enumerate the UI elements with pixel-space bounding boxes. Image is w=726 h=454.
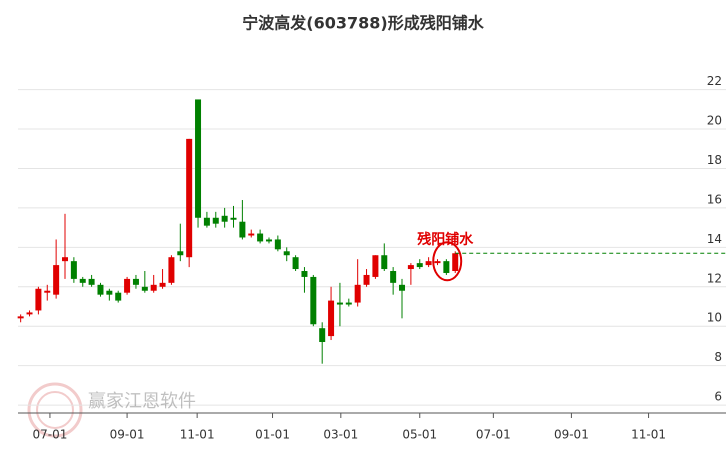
x-tick-label: 11-01 [631, 428, 666, 442]
candle-body [88, 278, 95, 285]
candle-body [292, 257, 299, 270]
candle-body [159, 282, 166, 287]
candle-body [443, 261, 450, 273]
x-tick-label: 09-01 [110, 428, 145, 442]
candle-body [239, 221, 246, 238]
candle-body [381, 255, 388, 270]
candle-body [452, 253, 459, 272]
candle-body [354, 284, 361, 303]
x-tick-label: 07-01 [476, 428, 511, 442]
y-tick-label: 10 [707, 311, 722, 325]
candle-body [257, 233, 264, 242]
candle-body [177, 251, 184, 256]
candle-body [150, 284, 157, 291]
candle-body [407, 265, 414, 270]
annotation: 残阳铺水 [417, 231, 474, 248]
x-tick-label: 05-01 [402, 428, 437, 442]
candle-body [328, 300, 335, 337]
x-tick-label: 07-01 [32, 428, 67, 442]
x-tick-label: 03-01 [323, 428, 358, 442]
candle-body [26, 312, 33, 315]
candle-body [70, 261, 77, 279]
y-tick-label: 20 [707, 114, 722, 128]
candle-body [203, 217, 210, 226]
candle-body [283, 251, 290, 256]
candle-body [274, 239, 281, 250]
candle-body [53, 265, 60, 295]
candle-body [212, 217, 219, 224]
candle-body [230, 217, 237, 220]
y-tick-label: 22 [707, 74, 722, 88]
candle-body [35, 288, 42, 311]
y-tick-label: 12 [707, 271, 722, 285]
candle-body [62, 257, 69, 262]
candle-body [141, 286, 148, 291]
candle-body [97, 284, 104, 295]
x-tick-label: 11-01 [180, 428, 215, 442]
candle-body [336, 302, 343, 305]
x-tick-label: 01-01 [255, 428, 290, 442]
candle-body [416, 263, 423, 268]
candle-body [221, 215, 228, 222]
candle-body [186, 138, 193, 258]
candle-body [301, 271, 308, 277]
candle-body [195, 99, 202, 218]
watermark-logo [27, 382, 83, 438]
candle-body [106, 290, 113, 295]
candle-body [319, 328, 326, 343]
candle-body [390, 271, 397, 283]
candle-body [132, 278, 139, 285]
candle-body [124, 278, 131, 293]
candle-body [363, 274, 370, 285]
candle-body [17, 316, 24, 319]
candle-body [44, 290, 51, 293]
candle-body [265, 239, 272, 242]
watermark: 赢家江恩软件 [88, 390, 196, 412]
candle-body [425, 261, 432, 266]
candle-body [168, 257, 175, 283]
candle-body [310, 276, 317, 325]
y-tick-label: 8 [714, 350, 722, 364]
candle-body [248, 233, 255, 236]
candle-body [115, 292, 122, 301]
y-tick-label: 14 [707, 232, 722, 246]
candle-body [372, 255, 379, 277]
chart-title: 宁波高发(603788)形成残阳铺水 [242, 14, 484, 33]
y-tick-label: 18 [707, 153, 722, 167]
y-tick-label: 6 [714, 390, 722, 404]
y-tick-label: 16 [707, 192, 722, 206]
highlight-ellipse [432, 241, 463, 282]
candle-body [345, 302, 352, 305]
candle-body [434, 261, 441, 264]
x-tick-label: 09-01 [554, 428, 589, 442]
candle-body [79, 278, 86, 283]
candle-body [399, 284, 406, 291]
